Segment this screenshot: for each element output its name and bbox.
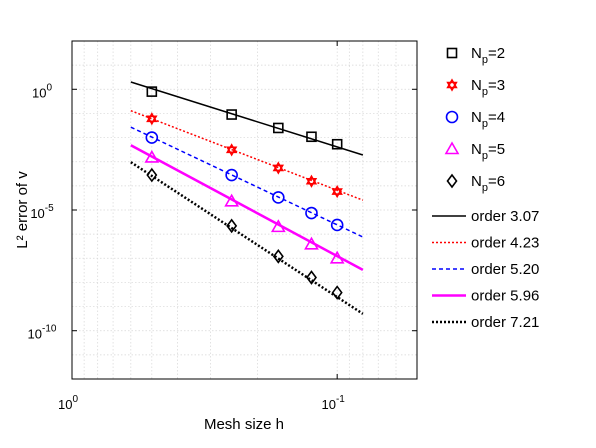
legend-label: Np=2	[471, 45, 505, 66]
data-point	[224, 193, 240, 207]
data-point-part	[272, 164, 285, 175]
data-point	[144, 149, 160, 163]
data-point-part	[146, 112, 158, 123]
data-point-part	[331, 188, 343, 199]
fit-line-5	[130, 161, 364, 315]
legend-marker	[446, 47, 458, 59]
data-point	[330, 218, 344, 232]
fit-line-4	[130, 144, 364, 272]
data-point	[225, 143, 238, 157]
data-point-part	[305, 177, 318, 188]
legend-item-fit-1: order 3.07	[432, 208, 539, 225]
legend-item-fit-2: order 4.23	[432, 235, 539, 252]
data-point	[305, 174, 318, 188]
legend-marker	[446, 78, 458, 92]
data-point	[331, 138, 343, 150]
series-4	[144, 149, 345, 264]
legend-label: Np=4	[471, 109, 505, 130]
data-point	[272, 249, 284, 264]
y-tick-label: 10-10	[28, 324, 57, 342]
fit-line-3	[130, 126, 364, 238]
legend-label: order 3.07	[471, 208, 539, 225]
data-point	[146, 112, 158, 126]
y-tick-label: 10-5	[30, 203, 54, 221]
x-tick-label: 100	[58, 394, 78, 412]
data-point-part	[272, 161, 285, 172]
data-point	[146, 86, 158, 97]
legend-item-series-3: Np=4	[445, 109, 505, 130]
y-axis-ticks: 100 10-5 10-10	[28, 82, 417, 342]
legend-marker	[445, 110, 459, 124]
legend-item-fit-5: order 7.21	[432, 314, 539, 331]
x-axis-ticks: 100 10-1	[58, 41, 345, 412]
legend-item-series-4: Np=5	[444, 141, 505, 162]
data-point	[226, 218, 238, 234]
fit-line-2	[130, 109, 364, 201]
data-point	[329, 250, 345, 264]
data-point-part	[225, 143, 238, 154]
legend-marker	[446, 173, 458, 189]
data-point-part	[146, 115, 158, 126]
data-point	[270, 219, 286, 233]
legend: Np=2 Np=3 Np=4 Np=5 Np=6 order 3.07 order 4.23…	[432, 45, 539, 331]
data-point	[306, 131, 317, 143]
series-5	[146, 167, 343, 300]
legend-label: Np=3	[471, 77, 505, 98]
legend-item-fit-3: order 5.20	[432, 261, 539, 278]
legend-label: Np=6	[471, 173, 505, 194]
data-point	[305, 270, 317, 285]
series-2	[146, 112, 343, 199]
legend-label: order 5.96	[471, 288, 539, 305]
grid-lines	[71, 41, 418, 380]
data-point	[273, 122, 284, 134]
data-point	[331, 184, 343, 199]
data-point	[145, 131, 159, 144]
data-point	[272, 191, 285, 204]
legend-item-series-1: Np=2	[446, 45, 505, 66]
data-point	[272, 161, 285, 175]
data-point	[304, 236, 319, 250]
fit-lines	[130, 81, 364, 315]
series-1	[146, 86, 343, 150]
y-axis-label: L² error of v	[14, 171, 31, 249]
y-tick-label: 100	[32, 82, 52, 100]
legend-marker-part	[446, 78, 458, 89]
x-axis-label: Mesh size h	[204, 416, 284, 433]
data-point-part	[331, 184, 343, 195]
data-point	[225, 168, 238, 182]
legend-label: Np=5	[471, 141, 505, 162]
data-point	[305, 206, 318, 220]
data-point	[226, 109, 237, 120]
fit-line-1	[130, 81, 364, 156]
x-tick-label: 10-1	[321, 394, 345, 412]
legend-item-series-2: Np=3	[446, 77, 505, 98]
data-point-part	[225, 146, 238, 157]
legend-label: order 7.21	[471, 314, 539, 331]
legend-label: order 5.20	[471, 261, 539, 278]
series-3	[145, 131, 344, 232]
data-point	[331, 285, 343, 300]
data-point	[146, 167, 158, 183]
data-point-part	[305, 174, 318, 185]
legend-item-fit-4: order 5.96	[432, 288, 539, 305]
legend-item-series-5: Np=6	[446, 173, 505, 194]
data-markers	[144, 86, 345, 300]
legend-marker-part	[446, 81, 458, 92]
legend-label: order 4.23	[471, 235, 539, 252]
legend-marker	[444, 141, 460, 155]
